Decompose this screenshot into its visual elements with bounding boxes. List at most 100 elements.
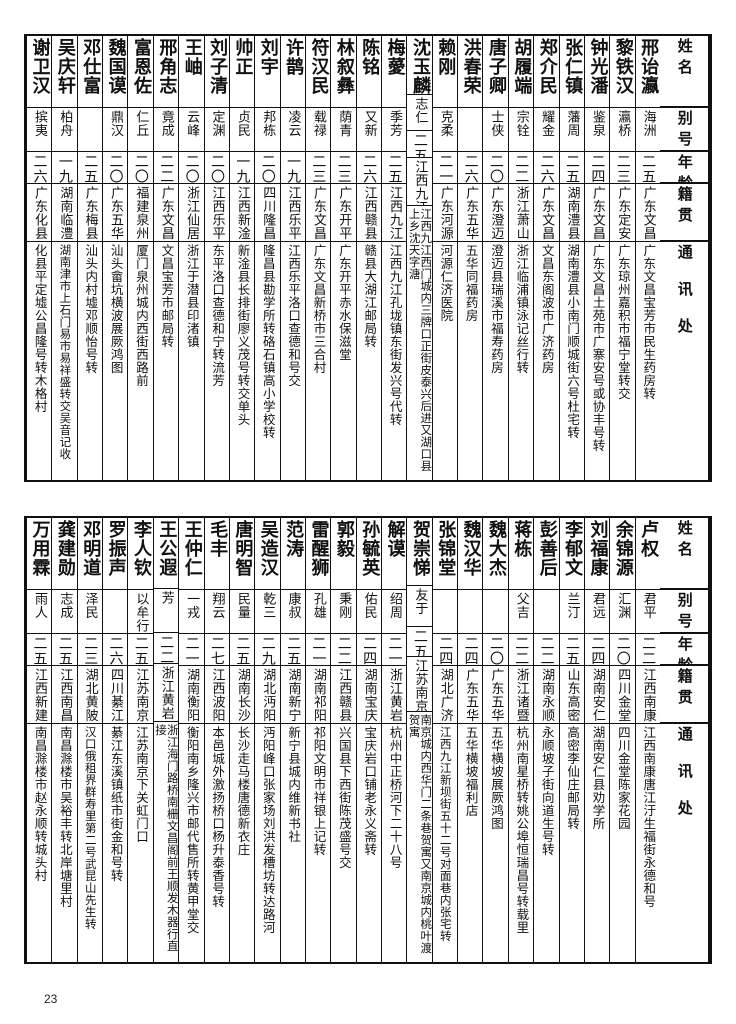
person-native-place: 广东定安 [615, 186, 631, 240]
person-native-place-cell: 江苏南京 [128, 666, 153, 724]
person-native-place-cell: 湖北广济 [432, 666, 458, 724]
person-column: 郑介民 耀金 二六 广东文昌 文昌东阁波市广济药房 [533, 36, 559, 480]
row-header-native-place-label: 籍贯 [675, 668, 694, 710]
person-age: 二五 [132, 636, 149, 666]
person-address-cell: 江苏南京下关虹门口 [128, 724, 152, 962]
person-alias: 宗铨 [513, 110, 529, 137]
person-address: 湖南津市上石门易市易祥盛转交吴音记收 [58, 244, 73, 460]
person-address-cell: 广东文昌土苑市广寨安号或协丰号转 [585, 242, 609, 480]
person-address-cell: 广东开平赤水保滋堂 [331, 242, 355, 480]
row-header-native-place: 籍贯 [660, 184, 708, 242]
person-column: 邓明道 泽民 二三 湖北黄陂 汉口俄租界群寿里第二号武昆山先生转 [76, 518, 103, 962]
person-native-place: 湖北广济 [437, 668, 453, 722]
person-native-place: 广东开平 [336, 186, 352, 240]
person-age-cell: 二〇 [128, 152, 153, 184]
person-native-place: 福建泉州 [133, 186, 149, 240]
person-name: 谢卫汉 [29, 38, 51, 95]
person-age-cell: 二〇 [483, 634, 508, 666]
person-age: 二三 [614, 154, 631, 184]
person-name-cell: 富恩佐 [128, 36, 153, 108]
person-name-cell: 黎铁汉 [610, 36, 635, 108]
person-address-cell: 本邑城外激扬桥口杨升泰香号转 [205, 724, 229, 962]
person-column: 魏国谟 鼎汉 二〇 广东五华 汕头畲坑横波展厥鸿图 [102, 36, 128, 480]
person-native-place: 湖南新宁 [285, 668, 301, 722]
person-name: 万用霖 [29, 520, 51, 577]
person-name-cell: 卢权 [635, 518, 660, 590]
person-alias-cell: 泽民 [77, 590, 103, 634]
person-name-cell: 王仲仁 [179, 518, 204, 590]
row-header-native-place-label: 籍贯 [675, 186, 694, 228]
person-column: 帅正 贞民 一九 江西新淦 新淦县长排街廖义茂号转交单头 [228, 36, 255, 480]
person-column: 孙毓英 佑民 二四 湖南宝庆 宝庆岩口铺老永义斋转 [355, 518, 382, 962]
person-native-place-cell: 广东文昌 [153, 184, 179, 242]
person-native-place: 江苏南京 [412, 659, 428, 712]
person-alias: 云峰 [184, 110, 200, 137]
person-native-place: 湖南长沙 [234, 668, 250, 722]
row-header-age: 年龄 [660, 634, 708, 666]
person-name: 郭毅 [333, 520, 355, 558]
person-alias-cell: 雨人 [27, 590, 52, 634]
person-native-place: 广东文昌 [158, 186, 174, 240]
person-alias: 康叔 [285, 592, 301, 619]
person-age-cell: 二五 [77, 152, 103, 184]
person-column: 谢卫汉 摈夷 二六 广东化县 化县平定墟公昌隆号转木格村 [26, 36, 52, 480]
person-age: 二五 [411, 629, 428, 658]
person-name: 雷醒狮 [308, 520, 330, 577]
person-alias: 摈夷 [31, 110, 47, 137]
person-age-cell: 一九 [280, 152, 305, 184]
person-age-cell: 二二 [331, 634, 356, 666]
person-column: 赖刚 克柔 二一 广东河源 河源仁济医院 [431, 36, 458, 480]
person-age: 二四 [462, 636, 479, 666]
person-address-cell: 江西南康唐江汙生福街永德和号 [636, 724, 660, 962]
row-header-age: 年龄 [660, 152, 708, 184]
person-age-cell: 二二 [534, 634, 559, 666]
person-age-cell: 二二 [508, 152, 534, 184]
person-address-cell: 湖南津市上石门易市易祥盛转交吴音记收 [52, 242, 76, 480]
person-native-place-cell: 江西南昌 [52, 666, 77, 724]
person-alias-cell: 藩周 [559, 108, 584, 152]
person-name: 邓明道 [80, 520, 102, 577]
person-native-place: 四川綦江 [108, 668, 124, 722]
person-address: 南昌滁楼市赵永顺转城头村 [32, 726, 48, 882]
roster-table-lower: 姓名 别号 年龄 籍贯 通讯处 卢权 君平 二二 江西南康 江西南康唐江汙生福街永德和号… [24, 516, 712, 964]
person-alias: 芳 [158, 591, 174, 605]
person-address: 江西九江西门城内三牌口正街皮泰兴后进又湖口县上乡沈天字溏 [407, 207, 432, 472]
person-alias: 佑民 [361, 592, 377, 619]
row-header-native-place: 籍贯 [660, 666, 708, 724]
person-name-cell: 钟光潘 [584, 36, 610, 108]
person-address: 文昌宝芳市邮局转 [159, 244, 175, 348]
person-alias-cell: 民量 [229, 590, 255, 634]
person-address-cell: 文昌东阁波市广济药房 [534, 242, 558, 480]
person-age-cell: 二六 [458, 152, 483, 184]
person-age: 二六 [462, 154, 479, 184]
person-address: 江苏南京下关虹门口 [134, 726, 149, 843]
person-native-place: 江西波阳 [209, 668, 225, 722]
person-column: 魏大杰 二〇 广东五华 五华横坡展厥鸿图 [482, 518, 508, 962]
person-age-cell: 二三 [305, 152, 331, 184]
person-address-cell: 隆昌县勘学所转硌石镇高小学校转 [255, 242, 279, 480]
person-name-cell: 符汉民 [305, 36, 331, 108]
person-column: 张仁镇 藩周 二五 湖南澧县 湖南澧县小南门顺城街六号杜宅转 [558, 36, 584, 480]
person-age: 二四 [361, 636, 378, 666]
person-address: 汉口俄租界群寿里第二号武昆山先生转 [83, 726, 98, 930]
person-address-cell: 江西九江西门城内三牌口正街皮泰兴后进又湖口县上乡沈天字溏 [407, 206, 432, 480]
person-native-place-cell: 江西赣县 [356, 184, 382, 242]
row-header-name-label: 姓名 [675, 38, 694, 80]
person-native-place-cell: 广东化县 [27, 184, 52, 242]
person-native-place: 湖南宝庆 [361, 668, 377, 722]
person-age: 二二 [640, 636, 657, 666]
person-address-cell: 湖南澧县小南门顺城街六号杜宅转 [560, 242, 584, 480]
person-address: 南昌滁楼市吴裕丰转北岸塘里村 [57, 726, 73, 908]
person-name-cell: 毛丰 [204, 518, 229, 590]
person-name-cell: 万用霖 [27, 518, 52, 590]
person-name: 钟光潘 [587, 38, 609, 95]
person-name-cell: 张仁镇 [559, 36, 584, 108]
person-address: 五华横坡福利店 [463, 726, 479, 817]
person-address-cell: 广东琼州嘉积市福宁堂转交 [610, 242, 634, 480]
row-header-address-label: 通讯处 [675, 244, 694, 355]
person-address-cell: 汕头内村墟邓顺怡号转 [78, 242, 102, 480]
person-alias-cell: 摈夷 [27, 108, 52, 152]
person-native-place: 江西九江 [412, 159, 428, 206]
person-address: 杭州南星桥转姚公埠恒瑞昌号转载里 [514, 726, 530, 934]
person-alias: 兰汀 [564, 592, 580, 619]
